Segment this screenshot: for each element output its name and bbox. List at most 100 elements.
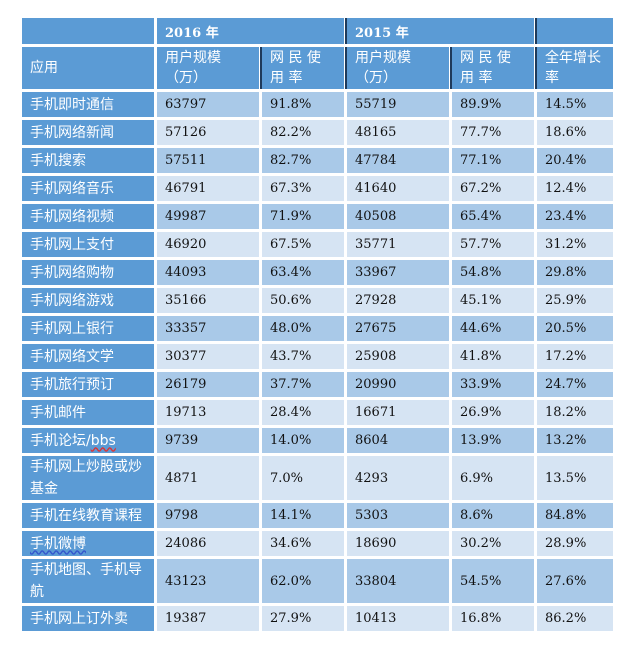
- growth-rate: 20.5%: [537, 316, 613, 341]
- rate-2015: 89.9%: [452, 92, 534, 117]
- table-row: 手机旅行预订 26179 37.7% 20990 33.9% 24.7%: [22, 372, 613, 397]
- rate-2016: 91.8%: [262, 92, 344, 117]
- rate-2016: 62.0%: [262, 559, 344, 603]
- rate-2016: 82.7%: [262, 148, 344, 173]
- users-2016: 4871: [157, 456, 259, 500]
- app-name: 手机网上炒股或炒基金: [22, 456, 154, 500]
- growth-rate: 86.2%: [537, 606, 613, 631]
- growth-rate: 18.6%: [537, 120, 613, 145]
- rate-2016: 7.0%: [262, 456, 344, 500]
- rate-2015: 13.9%: [452, 428, 534, 453]
- table-row: 手机邮件 19713 28.4% 16671 26.9% 18.2%: [22, 400, 613, 425]
- users-2016: 30377: [157, 344, 259, 369]
- table-row: 手机网络新闻 57126 82.2% 48165 77.7% 18.6%: [22, 120, 613, 145]
- table-row: 手机论坛/bbs 9739 14.0% 8604 13.9% 13.2%: [22, 428, 613, 453]
- app-name: 手机邮件: [22, 400, 154, 425]
- header-row-columns: 应用 用户规模（万） 网 民 使 用 率 用户规模（万） 网 民 使 用 率 全…: [22, 47, 613, 89]
- app-name: 手机在线教育课程: [22, 503, 154, 528]
- users-2016: 24086: [157, 531, 259, 556]
- growth-rate: 13.5%: [537, 456, 613, 500]
- header-growth-blank: [537, 18, 613, 44]
- users-2016: 19713: [157, 400, 259, 425]
- users-2015: 27675: [347, 316, 449, 341]
- header-app: 应用: [22, 47, 154, 89]
- rate-2015: 16.8%: [452, 606, 534, 631]
- rate-2016: 43.7%: [262, 344, 344, 369]
- growth-rate: 23.4%: [537, 204, 613, 229]
- table-row: 手机网上炒股或炒基金 4871 7.0% 4293 6.9% 13.5%: [22, 456, 613, 500]
- app-name: 手机网上订外卖: [22, 606, 154, 631]
- table-row: 手机网上支付 46920 67.5% 35771 57.7% 31.2%: [22, 232, 613, 257]
- rate-2015: 44.6%: [452, 316, 534, 341]
- rate-2016: 67.3%: [262, 176, 344, 201]
- growth-rate: 31.2%: [537, 232, 613, 257]
- app-name: 手机网上银行: [22, 316, 154, 341]
- rate-2015: 65.4%: [452, 204, 534, 229]
- users-2016: 46920: [157, 232, 259, 257]
- rate-2016: 71.9%: [262, 204, 344, 229]
- rate-2015: 77.7%: [452, 120, 534, 145]
- app-name: 手机网络音乐: [22, 176, 154, 201]
- users-2015: 40508: [347, 204, 449, 229]
- growth-rate: 29.8%: [537, 260, 613, 285]
- rate-2016: 63.4%: [262, 260, 344, 285]
- users-2015: 5303: [347, 503, 449, 528]
- rate-2016: 82.2%: [262, 120, 344, 145]
- table-row: 手机网上订外卖 19387 27.9% 10413 16.8% 86.2%: [22, 606, 613, 631]
- growth-rate: 18.2%: [537, 400, 613, 425]
- users-2015: 55719: [347, 92, 449, 117]
- growth-rate: 12.4%: [537, 176, 613, 201]
- rate-2015: 30.2%: [452, 531, 534, 556]
- rate-2015: 6.9%: [452, 456, 534, 500]
- table-row: 手机网络视频 49987 71.9% 40508 65.4% 23.4%: [22, 204, 613, 229]
- rate-2016: 67.5%: [262, 232, 344, 257]
- users-2016: 57511: [157, 148, 259, 173]
- header-blank-cell: [22, 18, 154, 44]
- table-row: 手机网络文学 30377 43.7% 25908 41.8% 17.2%: [22, 344, 613, 369]
- users-2016: 19387: [157, 606, 259, 631]
- rate-2015: 54.8%: [452, 260, 534, 285]
- users-2015: 10413: [347, 606, 449, 631]
- growth-rate: 24.7%: [537, 372, 613, 397]
- app-name: 手机网络视频: [22, 204, 154, 229]
- users-2015: 8604: [347, 428, 449, 453]
- users-2015: 35771: [347, 232, 449, 257]
- rate-2016: 27.9%: [262, 606, 344, 631]
- users-2016: 44093: [157, 260, 259, 285]
- header-rate-2016: 网 民 使 用 率: [262, 47, 344, 89]
- app-name: 手机网络文学: [22, 344, 154, 369]
- table-row: 手机地图、手机导航 43123 62.0% 33804 54.5% 27.6%: [22, 559, 613, 603]
- app-name: 手机旅行预订: [22, 372, 154, 397]
- users-2016: 57126: [157, 120, 259, 145]
- app-name-weibo-grammarcheck: 手机微博: [30, 535, 86, 552]
- table-row: 手机微博 24086 34.6% 18690 30.2% 28.9%: [22, 531, 613, 556]
- users-2016: 9798: [157, 503, 259, 528]
- users-2015: 4293: [347, 456, 449, 500]
- growth-rate: 20.4%: [537, 148, 613, 173]
- users-2015: 33967: [347, 260, 449, 285]
- table-row: 手机网络游戏 35166 50.6% 27928 45.1% 25.9%: [22, 288, 613, 313]
- rate-2015: 67.2%: [452, 176, 534, 201]
- growth-rate: 17.2%: [537, 344, 613, 369]
- users-2015: 48165: [347, 120, 449, 145]
- app-name: 手机微博: [22, 531, 154, 556]
- users-2016: 35166: [157, 288, 259, 313]
- users-2016: 26179: [157, 372, 259, 397]
- rate-2015: 45.1%: [452, 288, 534, 313]
- growth-rate: 84.8%: [537, 503, 613, 528]
- users-2015: 27928: [347, 288, 449, 313]
- table-row: 手机在线教育课程 9798 14.1% 5303 8.6% 84.8%: [22, 503, 613, 528]
- table-row: 手机网上银行 33357 48.0% 27675 44.6% 20.5%: [22, 316, 613, 341]
- mobile-internet-apps-table: 2016 年 2015 年 应用 用户规模（万） 网 民 使 用 率 用户规模（…: [19, 15, 616, 634]
- rate-2015: 77.1%: [452, 148, 534, 173]
- header-year-2016: 2016 年: [157, 18, 344, 44]
- rate-2016: 50.6%: [262, 288, 344, 313]
- users-2015: 47784: [347, 148, 449, 173]
- table-row: 手机搜索 57511 82.7% 47784 77.1% 20.4%: [22, 148, 613, 173]
- rate-2015: 54.5%: [452, 559, 534, 603]
- rate-2016: 48.0%: [262, 316, 344, 341]
- rate-2016: 37.7%: [262, 372, 344, 397]
- header-year-2015: 2015 年: [347, 18, 534, 44]
- growth-rate: 27.6%: [537, 559, 613, 603]
- users-2015: 16671: [347, 400, 449, 425]
